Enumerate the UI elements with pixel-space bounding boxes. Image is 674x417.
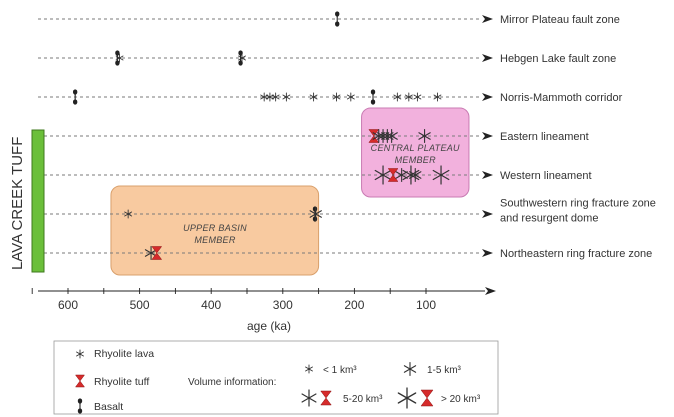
lava-point-medium (418, 128, 431, 144)
legend-vol-1: < 1 km³ (323, 365, 357, 376)
lava-point-medium (385, 128, 398, 144)
basalt-point (370, 89, 376, 105)
legend-volume-title: Volume information: (188, 377, 276, 388)
lava-creek-bar-rect (31, 129, 45, 273)
legend-vol3-lava-icon (301, 389, 317, 407)
lava-point-small (282, 92, 291, 102)
legend-vol4-lava-icon (397, 387, 417, 409)
lava-creek-label: LAVA CREEK TUFF (9, 137, 26, 270)
row-arrow (482, 54, 493, 62)
x-tick-label: 600 (58, 298, 78, 312)
row-arrow (482, 15, 493, 23)
x-tick-label: 100 (416, 298, 436, 312)
legend-vol-2: 1-5 km³ (427, 365, 462, 376)
legend-symbols (75, 349, 434, 414)
row-label: Hebgen Lake fault zone (500, 53, 616, 65)
row-label: Southwestern ring fracture zone (500, 198, 656, 210)
row-arrow (482, 132, 493, 140)
legend-vol1-icon (305, 364, 313, 374)
lava-point-small (271, 92, 280, 102)
lava-point-small (433, 92, 442, 102)
row-label: Norris-Mammoth corridor (500, 92, 623, 104)
basalt-point (335, 11, 340, 27)
legend-vol3-tuff-icon (320, 390, 332, 406)
x-tick-label: 400 (201, 298, 221, 312)
legend-basalt: Basalt (94, 401, 123, 413)
lava-point-small (404, 92, 413, 102)
tuff-point (151, 246, 163, 260)
row-arrow (482, 171, 493, 179)
lava-point-small (124, 209, 133, 219)
lava-point-small (346, 92, 355, 102)
legend-vol2-icon (403, 361, 417, 377)
x-axis: 600 500 400 300 200 100 age (ka) (31, 287, 496, 333)
basalt-point (115, 50, 120, 66)
lava-point-medium (409, 167, 422, 183)
lava-point-small (393, 92, 402, 102)
lava-point-small (265, 92, 274, 102)
lava-point-small (332, 92, 341, 102)
lava-creek-bar: LAVA CREEK TUFF (9, 129, 45, 273)
row-label: Northeastern ring fracture zone (500, 248, 652, 260)
legend: Rhyolite lava Rhyolite tuff Basalt Volum… (53, 340, 499, 415)
lava-point-small (238, 53, 246, 63)
legend-rhyolite-tuff: Rhyolite tuff (94, 376, 149, 388)
lava-point-medium (309, 206, 322, 222)
basalt-point (72, 89, 78, 105)
x-axis-title: age (ka) (247, 319, 291, 333)
zone-rows: Mirror Plateau fault zone Hebgen Lake fau… (38, 14, 656, 260)
row-arrow (482, 93, 493, 101)
lava-point-large (432, 165, 450, 185)
legend-vol4-tuff-icon (420, 389, 434, 407)
member-label: MEMBER (194, 235, 236, 245)
lava-point-small (115, 53, 124, 63)
lava-point-medium (395, 167, 408, 183)
lava-point-medium (144, 245, 158, 261)
x-tick-label: 300 (273, 298, 293, 312)
member-boxes: CENTRAL PLATEAU MEMBER UPPER BASIN MEMBER (110, 107, 470, 276)
x-tick-label: 500 (130, 298, 150, 312)
row-label: Eastern lineament (500, 131, 589, 143)
legend-lava-icon (76, 349, 84, 359)
x-axis-arrow (485, 287, 496, 295)
lava-point-small (413, 92, 422, 102)
x-tick-label: 200 (344, 298, 364, 312)
row-label: and resurgent dome (500, 213, 598, 225)
member-label: CENTRAL PLATEAU (371, 143, 460, 153)
lava-point-small (309, 92, 318, 102)
legend-tuff-icon (75, 374, 85, 388)
member-label: UPPER BASIN (183, 223, 247, 233)
data-points (72, 11, 450, 261)
row-label: Mirror Plateau fault zone (500, 14, 620, 26)
lava-point-small (260, 92, 269, 102)
legend-vol-4: > 20 km³ (441, 394, 481, 405)
legend-basalt-icon (77, 398, 83, 414)
member-label: MEMBER (395, 155, 437, 165)
row-arrow (482, 210, 493, 218)
row-label: Western lineament (500, 170, 592, 182)
lava-point-large (402, 165, 420, 185)
legend-vol-3: 5-20 km³ (343, 394, 383, 405)
lava-point-large (374, 165, 392, 185)
row-arrow (482, 249, 493, 257)
legend-rhyolite-lava: Rhyolite lava (94, 348, 154, 360)
